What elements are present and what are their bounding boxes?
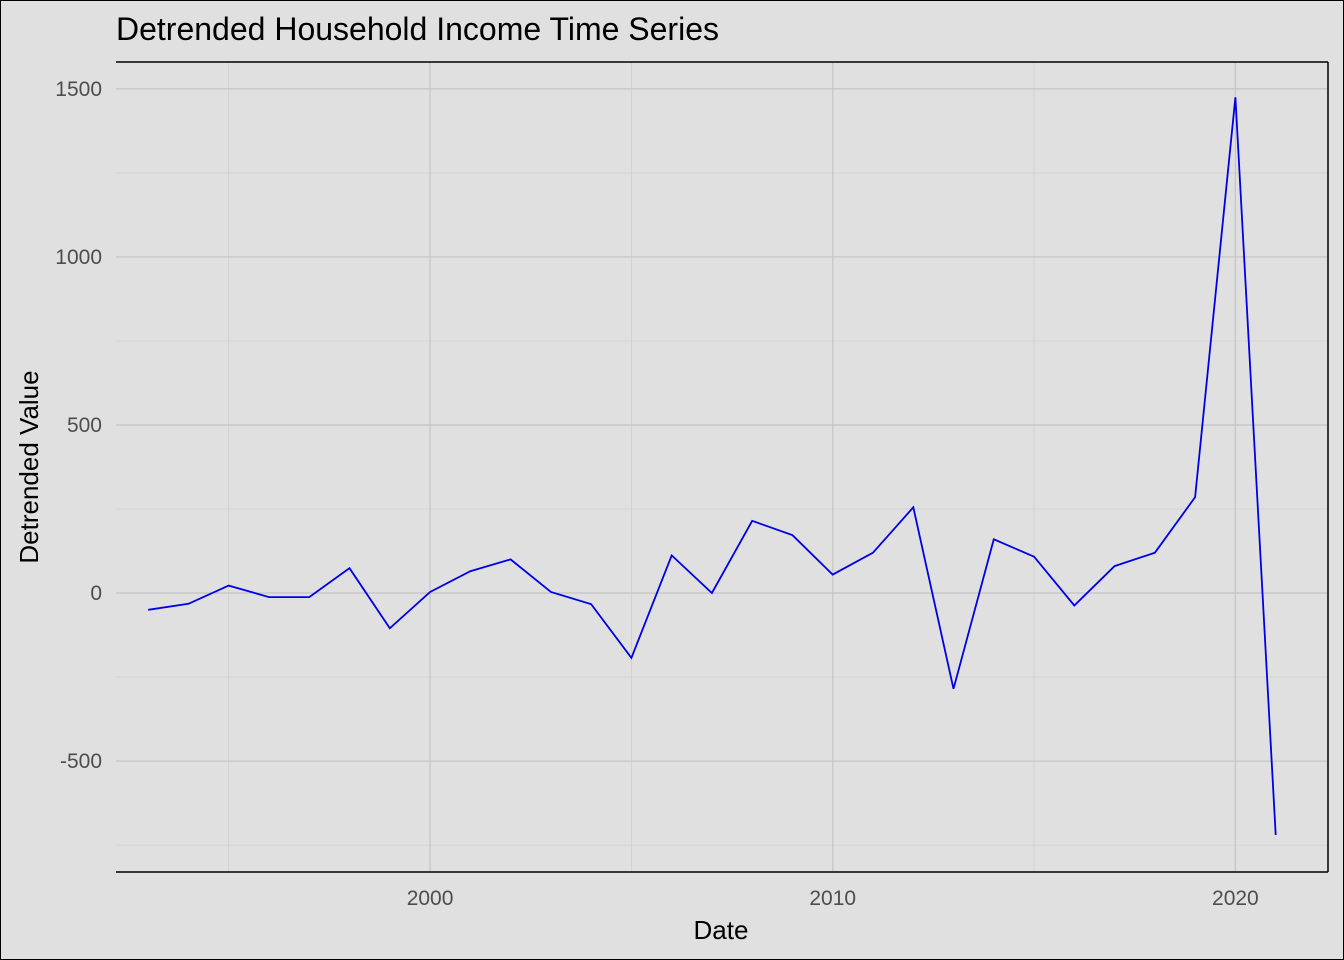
y-tick-label: 500 [67, 414, 102, 437]
y-tick-label: 1500 [55, 78, 102, 101]
x-tick-labels: 2000 2010 2020 [407, 887, 1259, 910]
minor-gridlines [116, 62, 1328, 872]
y-tick-labels: -500 0 500 1000 1500 [55, 78, 102, 773]
axes [116, 61, 1329, 873]
x-tick-label: 2010 [809, 887, 856, 910]
chart-title: Detrended Household Income Time Series [116, 11, 719, 47]
y-tick-label: -500 [60, 750, 102, 773]
plot-area [116, 62, 1328, 872]
series-line [148, 97, 1277, 836]
x-tick-label: 2020 [1212, 887, 1259, 910]
y-tick-label: 1000 [55, 246, 102, 269]
y-axis-title: Detrended Value [14, 370, 44, 563]
x-axis-title: Date [694, 915, 749, 945]
major-gridlines [116, 62, 1328, 872]
series-layer [148, 97, 1277, 836]
y-tick-label: 0 [90, 582, 102, 605]
x-tick-label: 2000 [407, 887, 454, 910]
